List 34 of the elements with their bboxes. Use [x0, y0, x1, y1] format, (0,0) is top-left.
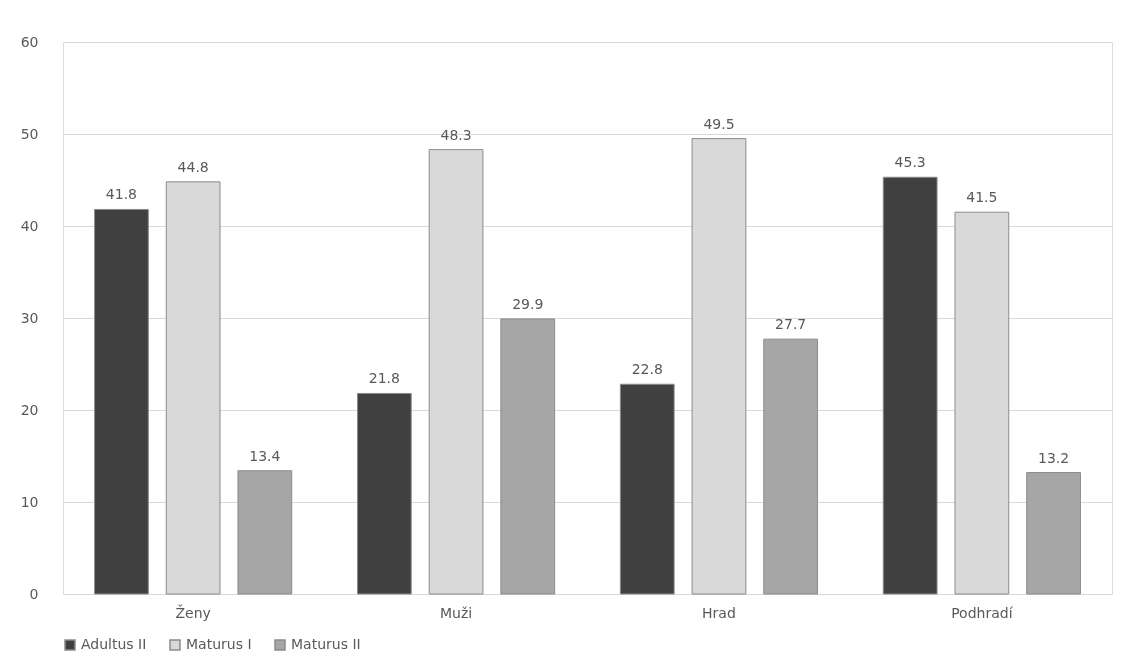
- data-label: 13.2: [1037, 449, 1070, 466]
- data-label: 27.7: [775, 316, 807, 333]
- bar: [94, 208, 149, 595]
- data-label: 44.8: [177, 158, 209, 175]
- y-tick-label: 40: [20, 217, 39, 234]
- data-label: 41.8: [105, 186, 138, 203]
- y-tick-label: 10: [20, 493, 39, 510]
- bar: [619, 383, 675, 595]
- bar: [500, 318, 556, 595]
- x-tick-label: Hrad: [702, 604, 736, 621]
- legend-label: Maturus I: [186, 636, 252, 652]
- bar: [1026, 472, 1081, 595]
- y-tick-label: 0: [29, 585, 39, 602]
- y-tick-label: 30: [20, 309, 39, 326]
- y-tick-label: 20: [20, 401, 39, 418]
- data-label: 29.9: [512, 295, 544, 312]
- data-label: 45.3: [894, 154, 926, 171]
- y-tick-label: 60: [20, 33, 39, 50]
- x-tick-label: Ženy: [175, 603, 211, 621]
- data-label: 49.5: [703, 115, 735, 132]
- x-tick-label: Muži: [439, 604, 473, 621]
- legend-label: Maturus II: [291, 636, 361, 652]
- bar: [763, 338, 819, 595]
- data-label: 21.8: [368, 370, 400, 387]
- bar: [237, 470, 293, 595]
- data-label: 41.5: [966, 189, 998, 206]
- legend-label: Adultus II: [81, 636, 147, 652]
- data-label: 13.4: [249, 447, 281, 464]
- bar: [882, 176, 938, 595]
- bar: [356, 392, 412, 595]
- y-tick-label: 50: [20, 125, 39, 142]
- data-label: 48.3: [440, 126, 472, 143]
- data-label: 22.8: [631, 361, 663, 378]
- x-tick-label: Podhradí: [951, 604, 1014, 621]
